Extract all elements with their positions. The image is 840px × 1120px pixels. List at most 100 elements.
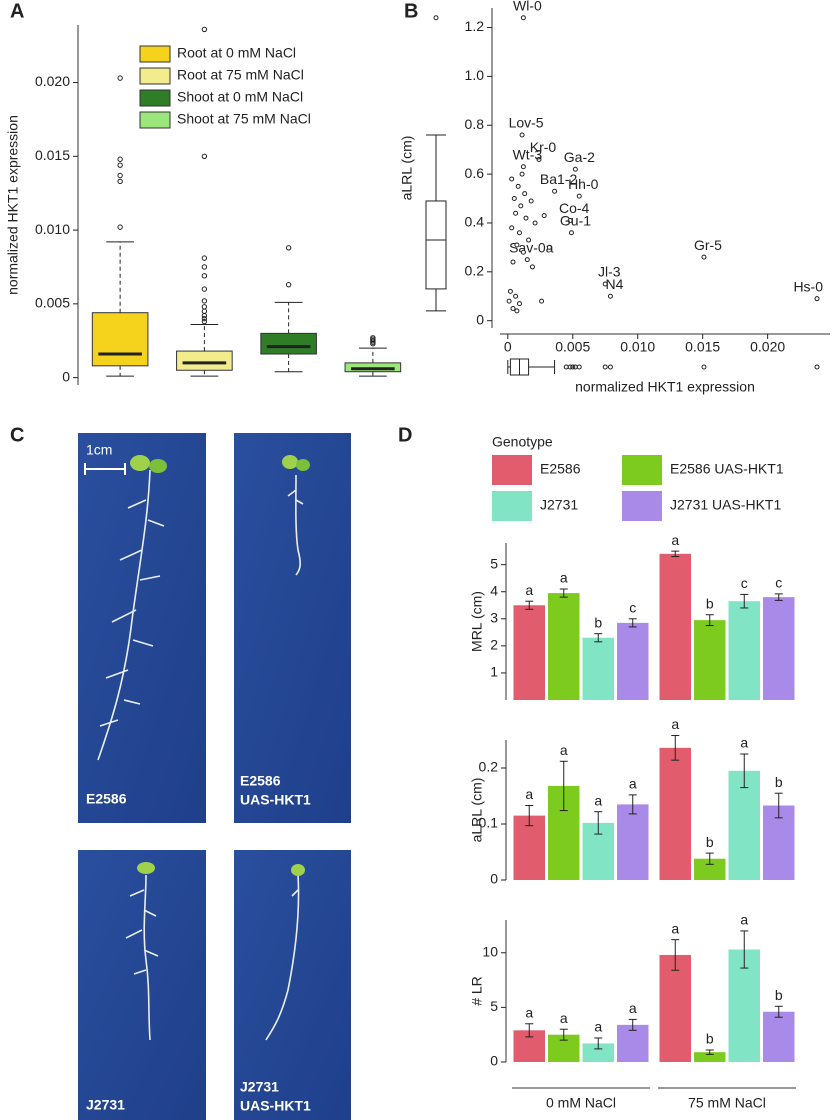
photo-label: E2586 [240, 773, 281, 789]
point [532, 220, 538, 226]
bar [617, 1024, 649, 1062]
photo-label: J2731 [240, 1079, 279, 1095]
x-tick-label: 0.005 [555, 339, 590, 355]
point-label: N4 [605, 276, 623, 292]
legend-swatch [139, 67, 171, 85]
bar [582, 1043, 614, 1062]
significance-letter: a [525, 1004, 533, 1020]
outlier [201, 318, 208, 325]
bar [694, 620, 726, 700]
point [510, 305, 516, 311]
legend-swatch [139, 111, 171, 129]
point [509, 225, 515, 231]
x-tick-label: 0.015 [685, 339, 720, 355]
photo-label: E2586 [86, 791, 127, 807]
point [701, 254, 707, 260]
point [539, 298, 545, 304]
outlier [117, 224, 123, 230]
box [91, 312, 149, 367]
outlier [285, 245, 292, 251]
significance-letter: b [775, 774, 783, 790]
outlier [117, 162, 123, 168]
outlier [814, 364, 820, 370]
point [509, 176, 515, 182]
box [260, 332, 317, 355]
y-tick-label: 0.8 [465, 116, 485, 132]
bar [728, 770, 760, 880]
significance-letter: c [775, 575, 782, 591]
y-tick-label: 0.015 [35, 147, 70, 163]
x-tick-label: 75 mM NaCl [688, 1095, 766, 1111]
significance-letter: a [560, 742, 568, 758]
point [515, 183, 521, 189]
scale-label: 1cm [86, 442, 112, 458]
y-tick-label: 3 [490, 609, 498, 625]
outlier [117, 156, 123, 162]
bar [763, 597, 795, 700]
bar [694, 858, 726, 880]
legend-swatch [139, 45, 171, 63]
y-tick-label: 0 [62, 368, 70, 384]
significance-letter: a [525, 582, 533, 598]
outlier [201, 308, 208, 314]
significance-letter: b [706, 1031, 714, 1047]
photo [234, 433, 351, 823]
outlier [117, 172, 123, 179]
point-label: Hh-0 [568, 176, 599, 192]
outlier [285, 281, 292, 288]
x-tick-label: 0 [504, 339, 512, 355]
outlier [576, 364, 582, 370]
point [568, 230, 574, 236]
legend-label: Root at 75 mM NaCl [177, 67, 304, 83]
point-label: Ga-2 [564, 149, 595, 165]
y-tick-label: 0.020 [35, 73, 70, 89]
significance-letter: a [560, 1010, 568, 1026]
bar [617, 622, 649, 700]
significance-letter: a [560, 570, 568, 586]
significance-letter: a [671, 920, 679, 936]
photo-label: UAS-HKT1 [240, 1098, 311, 1114]
bar [617, 804, 649, 880]
y-tick-label: 0.010 [35, 221, 70, 237]
point-label: Wt-3 [513, 146, 543, 162]
y-tick-label: 0 [490, 1053, 498, 1069]
y-tick-label: 0.2 [479, 759, 499, 775]
point [536, 156, 542, 162]
point [524, 257, 530, 263]
point-label: Hs-0 [793, 278, 823, 294]
x-tick-label: 0.010 [620, 339, 655, 355]
point-label: Sav-0a [509, 239, 554, 255]
significance-letter: c [741, 575, 748, 591]
point [814, 296, 820, 302]
outlier [201, 255, 208, 261]
point-label: Jl-3 [598, 264, 621, 280]
outlier [602, 364, 608, 370]
legend-title: Genotype [492, 434, 553, 450]
outlier [117, 178, 123, 185]
y-tick-label: 1.0 [465, 67, 485, 83]
x-tick-label: 0 mM NaCl [546, 1095, 616, 1111]
point [528, 198, 534, 204]
point [567, 218, 573, 224]
legend-label: E2586 [540, 461, 581, 477]
outlier [201, 286, 208, 292]
outlier [370, 340, 376, 347]
point-label: Lov-5 [509, 115, 544, 131]
y-tick-label: 1 [490, 664, 498, 680]
outlier [201, 315, 208, 322]
bar [659, 954, 691, 1062]
panel-letter: B [404, 0, 418, 22]
y-tick-label: 0 [490, 871, 498, 887]
outlier [201, 26, 208, 33]
outlier [117, 75, 123, 81]
panel-letter: C [10, 424, 24, 446]
legend-swatch [622, 455, 662, 485]
significance-letter: a [671, 532, 679, 548]
point-label: Gu-1 [560, 212, 591, 228]
outlier [201, 298, 208, 304]
point [546, 244, 552, 250]
point [576, 193, 582, 199]
outlier [567, 364, 573, 370]
outlier [201, 264, 208, 270]
